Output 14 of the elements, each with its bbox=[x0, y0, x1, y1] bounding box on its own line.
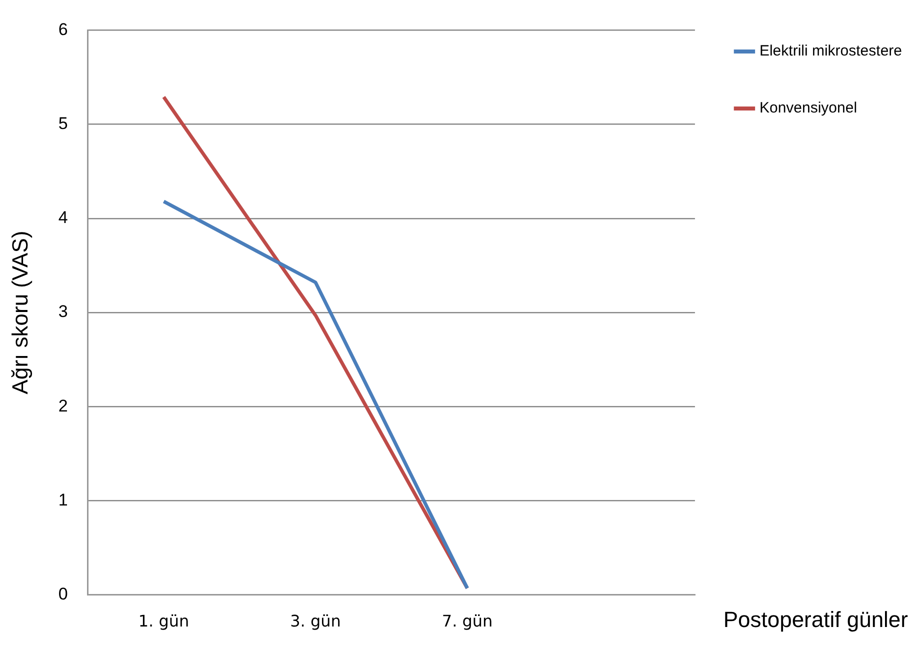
y-tick-label: 0 bbox=[58, 584, 68, 604]
x-tick-label: 3. gün bbox=[290, 612, 341, 631]
y-tick-label: 5 bbox=[58, 114, 68, 133]
y-tick-label: 1 bbox=[58, 490, 68, 510]
y-tick-label: 6 bbox=[58, 20, 68, 39]
x-axis-title: Postoperatif günler bbox=[723, 606, 908, 632]
y-axis-title: Ağrı skoru (VAS) bbox=[7, 230, 32, 394]
x-tick-label: 7. gün bbox=[442, 612, 493, 631]
y-tick-label: 2 bbox=[58, 396, 68, 416]
legend-label: Konvensiyonel bbox=[759, 100, 858, 117]
y-tick-label: 4 bbox=[58, 208, 68, 228]
legend-label: Elektrili mikrostestere bbox=[759, 42, 902, 60]
y-tick-label: 3 bbox=[58, 302, 68, 322]
x-tick-label: 1. gün bbox=[138, 612, 190, 631]
